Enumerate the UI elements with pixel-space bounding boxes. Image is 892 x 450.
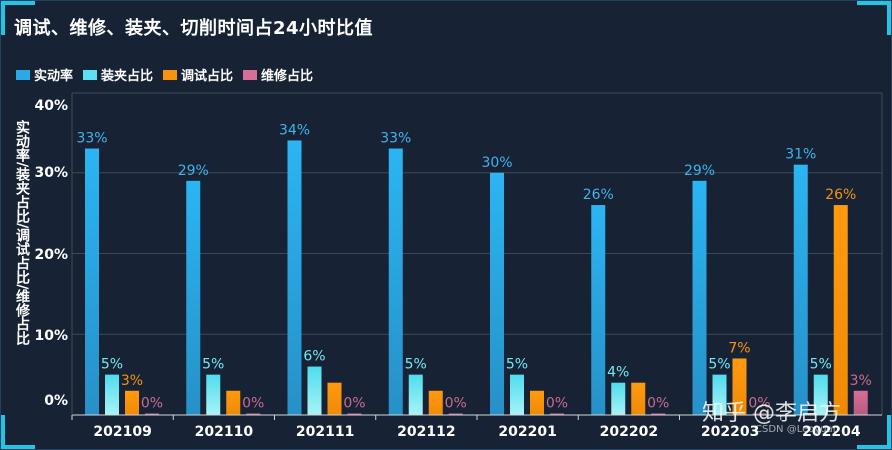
- data-label: 3%: [850, 373, 872, 389]
- x-tick-label: 202110: [195, 424, 254, 440]
- data-label: 34%: [279, 122, 310, 138]
- data-label: 26%: [825, 187, 856, 203]
- x-tick-label: 202112: [397, 424, 455, 440]
- corner-decoration: [857, 1, 891, 35]
- y-tick-label: 0%: [44, 393, 68, 409]
- chart-legend: 实动率 装夹占比 调试占比 维修占比: [16, 65, 313, 84]
- data-label: 0%: [546, 396, 568, 412]
- bar: [732, 358, 747, 415]
- legend-label: 装夹占比: [101, 69, 154, 84]
- corner-decoration: [1, 415, 35, 449]
- data-label: 0%: [343, 396, 365, 412]
- bar: [85, 148, 99, 415]
- data-label: 26%: [583, 187, 614, 203]
- data-label: 30%: [481, 155, 512, 171]
- data-label: 33%: [380, 131, 411, 147]
- bar: [510, 374, 524, 415]
- bar: [105, 374, 119, 415]
- bar: [408, 374, 423, 415]
- bar: [145, 413, 159, 415]
- bar: [853, 390, 868, 415]
- legend-swatch: [16, 69, 30, 80]
- data-label: 29%: [684, 163, 715, 179]
- watermark-small: CSDN @Leoyuan: [755, 424, 840, 435]
- bar: [833, 205, 848, 415]
- bar: [206, 374, 221, 415]
- y-tick-label: 10%: [34, 328, 68, 344]
- legend-swatch: [243, 69, 258, 80]
- bar: [246, 413, 261, 415]
- data-label: 0%: [748, 396, 770, 412]
- bar: [651, 413, 666, 415]
- y-tick-label: 30%: [34, 165, 68, 181]
- bar: [125, 390, 139, 415]
- bar: [347, 413, 362, 415]
- y-axis-label: 实动率/装夹占比/调试占比/维修占比: [14, 120, 30, 346]
- data-label: 31%: [785, 147, 816, 163]
- data-label: 6%: [303, 349, 325, 365]
- data-label: 0%: [647, 396, 669, 412]
- y-tick-label: 20%: [34, 247, 68, 263]
- bar: [307, 366, 322, 415]
- data-label: 0%: [141, 396, 163, 412]
- bar: [550, 413, 564, 415]
- x-tick-label: 202201: [498, 424, 556, 440]
- bar: [226, 390, 241, 415]
- bar: [591, 205, 606, 415]
- data-label: 7%: [728, 340, 750, 356]
- bar: [692, 180, 707, 415]
- legend-swatch: [83, 69, 98, 80]
- data-label: 0%: [445, 396, 467, 412]
- chart-title: 调试、维修、装夹、切削时间占24小时比值: [14, 18, 374, 39]
- legend-item[interactable]: 装夹占比: [83, 65, 153, 84]
- bar: [813, 374, 828, 415]
- bar: [287, 140, 302, 415]
- x-tick-label: 202202: [600, 424, 658, 440]
- legend-item[interactable]: 调试占比: [163, 65, 233, 84]
- data-label: 29%: [178, 163, 209, 179]
- legend-item[interactable]: 维修占比: [243, 65, 313, 84]
- data-label: 0%: [242, 396, 264, 412]
- bar: [752, 413, 767, 415]
- legend-swatch: [163, 69, 178, 80]
- data-label: 3%: [121, 373, 143, 389]
- bar: [530, 390, 544, 415]
- data-label: 5%: [708, 357, 730, 373]
- bar: [712, 374, 727, 415]
- bar: [448, 413, 463, 415]
- legend-label: 实动率: [34, 69, 74, 84]
- bar: [428, 390, 443, 415]
- bar: [611, 382, 626, 415]
- bar: [186, 180, 201, 415]
- corner-decoration: [857, 415, 891, 449]
- legend-item[interactable]: 实动率: [16, 65, 73, 84]
- data-label: 5%: [202, 357, 224, 373]
- bar: [490, 172, 504, 415]
- legend-label: 调试占比: [181, 69, 234, 84]
- data-label: 5%: [101, 357, 123, 373]
- bar: [631, 382, 646, 415]
- bars: [85, 140, 868, 415]
- data-label: 4%: [607, 365, 629, 381]
- x-tick-label: 202111: [296, 424, 354, 440]
- grid: [72, 92, 883, 415]
- corner-decoration: [1, 1, 35, 35]
- bar: [793, 164, 808, 415]
- x-tick-label: 202203: [701, 424, 759, 440]
- y-tick-label: 40%: [34, 98, 68, 114]
- x-tick-label: 202109: [93, 424, 151, 440]
- bar: [327, 382, 342, 415]
- axes: 0% 10% 20% 30% 40% 202109 202110 202111 202112 20…: [34, 93, 882, 440]
- x-tick-label: 202204: [802, 424, 861, 440]
- bar: [388, 148, 403, 415]
- data-label: 5%: [810, 357, 832, 373]
- legend-label: 维修占比: [261, 69, 314, 84]
- data-labels: 33%5%3%0%29%5%0%34%6%0%33%5%0%30%5%0%26%…: [76, 122, 871, 411]
- data-label: 33%: [76, 131, 107, 147]
- data-label: 5%: [506, 357, 528, 373]
- data-label: 5%: [405, 357, 427, 373]
- watermark: 知乎 @李启方: [702, 401, 841, 426]
